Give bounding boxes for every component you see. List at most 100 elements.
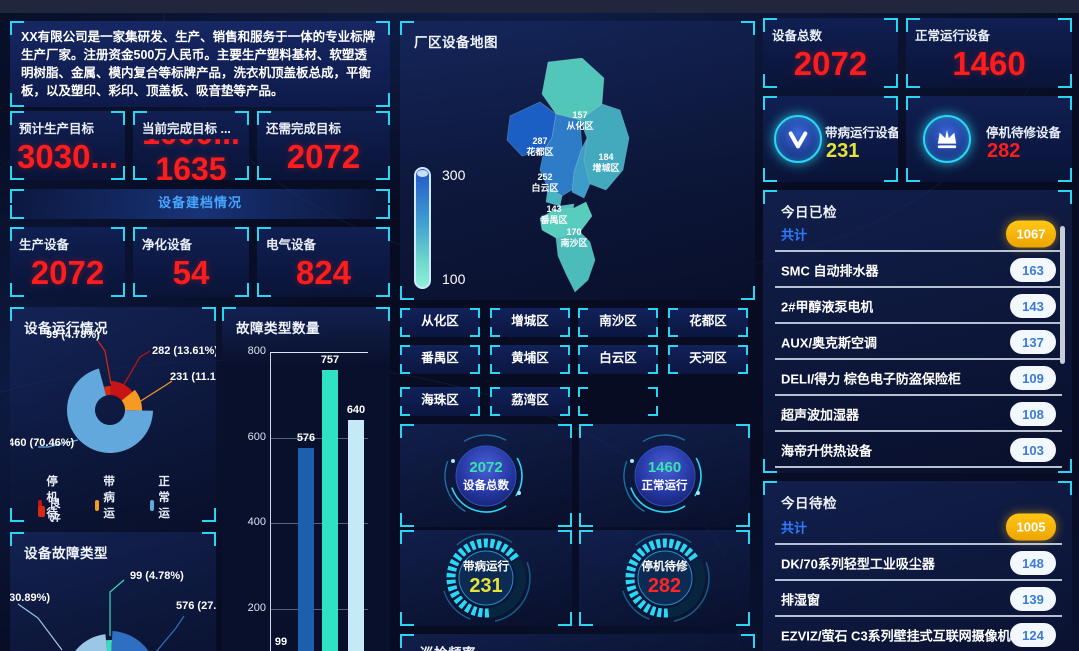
pie-callout-label: 1460 (70.46%) xyxy=(10,437,75,449)
list-scrollbar[interactable] xyxy=(1060,226,1065,364)
list-item-badge: 139 xyxy=(1010,587,1056,611)
panel-title: 故障类型数量 xyxy=(236,321,320,336)
pie-callout-label: 576 (27.80%) xyxy=(176,600,216,612)
pie-callout-label: 99 (4.78%) xyxy=(46,329,100,341)
donut-slice-576[interactable] xyxy=(111,631,157,651)
banner-title: 设备建档情况 xyxy=(157,195,242,210)
scale-min-label: 100 xyxy=(442,271,466,287)
legend-label: 带病运行 xyxy=(103,476,115,520)
rose-slice-带病运行[interactable] xyxy=(121,389,143,411)
odometer-current-value: 1635 xyxy=(155,151,227,180)
list-item-name: SMC 自动排水器 xyxy=(781,263,879,279)
fault-type-donut-chart xyxy=(17,579,185,651)
list-item-row[interactable]: SMC 自动排水器 163 xyxy=(763,252,1072,288)
company-intro-panel: XX有限公司是一家集研发、生产、销售和服务于一体的专业标牌生产厂家。注册资金50… xyxy=(10,21,390,107)
list-total-row[interactable]: 共计 1067 xyxy=(763,216,1072,252)
map-district-label: 157 从化区 xyxy=(566,110,593,131)
bar-axis-tick: 400 xyxy=(247,516,266,528)
district-button-label: 荔湾区 xyxy=(511,393,549,407)
map-district-label: 252 白云区 xyxy=(531,172,558,193)
donut-slice-640[interactable] xyxy=(66,634,108,651)
legend-item-良好[interactable]: 良好 xyxy=(38,495,65,522)
card-purification-devices: 净化设备 54 xyxy=(133,227,249,297)
list-item-name: AUX/奥克斯空调 xyxy=(781,335,878,351)
map-district-huangpu[interactable] xyxy=(571,137,591,199)
card-value: 231 xyxy=(826,140,860,162)
bar-757[interactable] xyxy=(322,370,338,651)
card-label: 当前完成目标 ... xyxy=(142,122,231,136)
donut-slice-99[interactable] xyxy=(106,640,112,651)
bar-value-label: 99 xyxy=(274,635,288,648)
list-item-row[interactable]: DK/70系列轻型工业吸尘器 148 xyxy=(763,545,1072,581)
legend-item-正常运行[interactable]: 正常运行 xyxy=(150,473,177,522)
card-value: 282 xyxy=(987,140,1021,162)
list-item-name: DK/70系列轻型工业吸尘器 xyxy=(781,556,935,572)
bar-576[interactable] xyxy=(298,447,314,651)
list-item-row[interactable]: 排湿窗 139 xyxy=(763,581,1072,617)
card-label: 正常运行设备 xyxy=(915,29,991,43)
legend-item-停机待修[interactable]: 停机待修 xyxy=(38,473,65,522)
list-item-row[interactable]: 2#甲醇液泵电机 143 xyxy=(763,288,1072,324)
district-button-7[interactable]: 白云区 xyxy=(578,345,658,374)
device-fault-type-panel: 设备故障类型 99 (4.78%) 576 (27.80%) 640 (30.8… xyxy=(10,532,216,651)
list-item-badge: 148 xyxy=(1010,551,1056,575)
rose-slice-停机待修[interactable] xyxy=(110,381,133,401)
list-item-row[interactable]: 超声波加湿器 108 xyxy=(763,396,1072,432)
card-label: 带病运行设备 xyxy=(825,126,898,140)
list-item-name: 超声波加湿器 xyxy=(781,407,860,423)
district-button-1[interactable]: 从化区 xyxy=(400,308,480,337)
list-item-row[interactable]: AUX/奥克斯空调 137 xyxy=(763,324,1072,360)
bar-gridline xyxy=(270,608,368,610)
legend-item-带病运行[interactable]: 带病运行 xyxy=(95,473,122,522)
district-grid: 从化区 增城区 南沙区 花都区番禺区 黄埔区 白云区 天河区海珠区 荔湾区 xyxy=(400,305,755,420)
district-button-label: 黄埔区 xyxy=(511,351,549,365)
list-item-row[interactable]: 海帝升供热设备 103 xyxy=(763,432,1072,468)
rose-slice-正常运行[interactable] xyxy=(66,368,153,454)
district-button-label: 从化区 xyxy=(421,314,459,328)
district-button-label: 白云区 xyxy=(599,351,637,365)
list-item-row[interactable]: DELI/得力 棕色电子防盗保险柜 109 xyxy=(763,360,1072,396)
list-item-badge: 124 xyxy=(1010,623,1056,647)
bar-value-label: 757 xyxy=(320,354,340,367)
list-item-name: EZVIZ/萤石 C3系列壁挂式互联网摄像机(高级版) xyxy=(781,628,1016,644)
map-district-panyu[interactable] xyxy=(539,201,593,239)
pie-callout-line xyxy=(17,603,63,651)
bar-640[interactable] xyxy=(348,420,364,651)
card-remaining-target: 还需完成目标 2072 xyxy=(257,111,390,180)
map-district-label: 184 增城区 xyxy=(592,152,619,173)
pie-callout-line xyxy=(38,439,79,448)
total-label: 共计 xyxy=(781,227,808,243)
legend-label: 良好 xyxy=(49,498,61,522)
row-divider xyxy=(775,466,1062,468)
rose-slice-良好[interactable] xyxy=(103,385,111,396)
district-button-9[interactable]: 海珠区 xyxy=(400,387,480,416)
bar-value-label: 640 xyxy=(346,404,366,417)
card-label: 预计生产目标 xyxy=(19,122,95,136)
total-badge: 1005 xyxy=(1006,513,1056,541)
legend-marker xyxy=(38,499,43,511)
district-button-4[interactable]: 花都区 xyxy=(668,308,748,337)
list-item-name: DELI/得力 棕色电子防盗保险柜 xyxy=(781,371,961,387)
map-district-label: 287 花都区 xyxy=(526,136,553,157)
gauge-value: 1460 xyxy=(647,458,682,476)
map-district-nansha[interactable] xyxy=(555,231,596,293)
district-button-8[interactable]: 天河区 xyxy=(668,345,748,374)
district-button-2[interactable]: 增城区 xyxy=(490,308,570,337)
bar-gridline xyxy=(270,352,368,353)
total-label: 共计 xyxy=(781,520,808,536)
list-item-row[interactable]: EZVIZ/萤石 C3系列壁挂式互联网摄像机(高级版)124 xyxy=(763,617,1072,651)
panel-title: 今日待检 xyxy=(781,496,837,511)
list-total-row[interactable]: 共计 1005 xyxy=(763,509,1072,545)
district-button-5[interactable]: 番禺区 xyxy=(400,345,480,374)
district-button-6[interactable]: 黄埔区 xyxy=(490,345,570,374)
district-button-10[interactable]: 荔湾区 xyxy=(490,387,570,416)
row-divider xyxy=(775,286,1062,288)
legend-label: 停机待修 xyxy=(46,476,58,520)
bar-axis-tick: 600 xyxy=(247,430,266,443)
gauge-ring xyxy=(441,533,531,623)
inspect-frequency-panel: 巡检频率 xyxy=(400,634,755,651)
district-button-3[interactable]: 南沙区 xyxy=(578,308,658,337)
list-item-name: 2#甲醇液泵电机 xyxy=(781,299,874,315)
pie-callout-line xyxy=(97,340,112,385)
card-total-devices: 设备总数 2072 xyxy=(763,18,898,88)
